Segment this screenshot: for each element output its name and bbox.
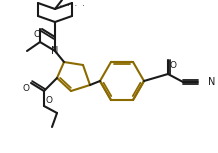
Text: O: O xyxy=(45,96,52,105)
Text: · · · ·: · · · · xyxy=(59,2,85,7)
Text: N: N xyxy=(208,77,215,87)
Text: O: O xyxy=(33,30,40,39)
Text: O: O xyxy=(169,61,176,70)
Text: O: O xyxy=(22,84,29,93)
Text: N: N xyxy=(51,46,59,56)
